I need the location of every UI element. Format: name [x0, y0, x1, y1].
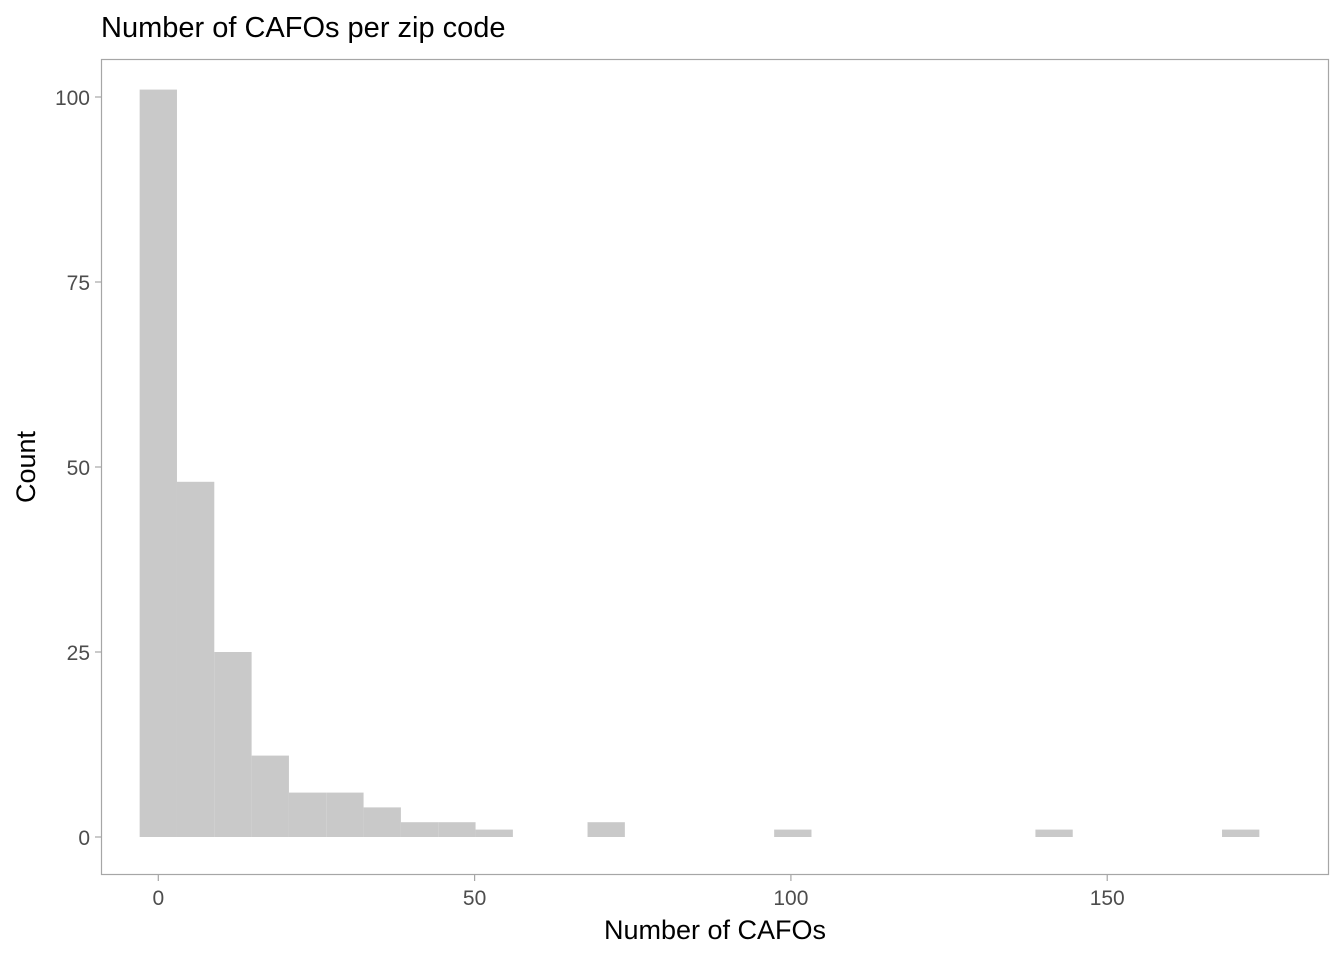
histogram-bar-9	[475, 829, 513, 837]
histogram-bar-1	[176, 481, 215, 837]
x-tick-label-150: 150	[1090, 887, 1125, 910]
histogram-bar-12	[587, 822, 625, 837]
y-axis: 0 25 50 75 100	[55, 87, 102, 850]
y-tick-label-100: 100	[55, 87, 90, 110]
histogram-bar-3	[251, 755, 289, 837]
histogram-bar-7	[400, 822, 439, 837]
histogram-bar-6	[363, 807, 401, 837]
y-axis-title: Count	[11, 430, 41, 503]
chart-title: Number of CAFOs per zip code	[101, 12, 506, 44]
y-tick-label-75: 75	[67, 272, 90, 295]
y-tick-label-25: 25	[67, 642, 90, 665]
y-tick-label-0: 0	[78, 827, 90, 850]
histogram-bar-4	[288, 792, 327, 837]
histogram-bar-2	[214, 652, 252, 837]
x-tick-label-50: 50	[463, 887, 486, 910]
x-tick-label-100: 100	[773, 887, 808, 910]
bars-layer	[139, 89, 1260, 838]
histogram-bar-14	[1035, 829, 1073, 837]
x-axis-title: Number of CAFOs	[604, 915, 826, 945]
y-tick-label-50: 50	[67, 457, 90, 480]
plot-panel-border	[100, 58, 1330, 876]
histogram-bar-13	[774, 829, 812, 837]
histogram-bar-8	[438, 822, 476, 837]
x-axis: 0 50 100 150	[152, 874, 1125, 910]
histogram-bar-15	[1222, 829, 1260, 837]
histogram-bar-5	[326, 792, 364, 837]
x-tick-label-0: 0	[152, 887, 164, 910]
histogram-bar-0	[139, 89, 177, 838]
